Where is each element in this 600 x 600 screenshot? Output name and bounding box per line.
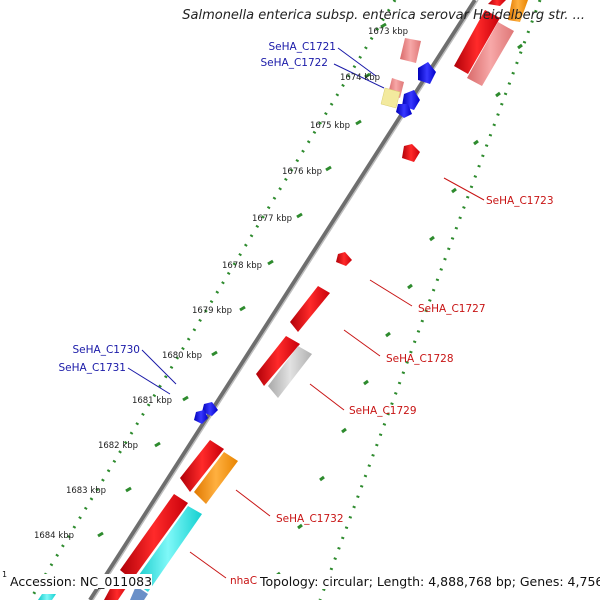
leader-lines-right (189, 177, 485, 579)
cds-nhac[interactable] (134, 506, 202, 592)
gene-label-sehac1732[interactable]: SeHA_C1732 (276, 513, 344, 525)
gene-label-sehac1722[interactable]: SeHA_C1722 (260, 57, 328, 69)
cds-yellow[interactable] (380, 87, 401, 109)
scale-label: 1684 kbp (34, 531, 74, 541)
genome-backbone (88, 0, 477, 600)
scale-label: 1673 kbp (368, 27, 408, 37)
cds-cyan-left[interactable] (38, 594, 56, 600)
gene-label-sehac1731[interactable]: SeHA_C1731 (58, 362, 126, 374)
scale-label: 1681 kbp (132, 396, 172, 406)
gene-labels-right: SeHA_C1723 SeHA_C1727 SeHA_C1728 SeHA_C1… (230, 195, 554, 587)
corner-marker: 1 (2, 570, 8, 579)
cds-red-large-3[interactable] (120, 494, 188, 580)
scale-label: 1682 kbp (98, 441, 138, 451)
cds-sehac1729[interactable] (268, 346, 312, 398)
cds-sehac1728[interactable] (290, 286, 330, 332)
cds-blue-1[interactable] (418, 62, 436, 84)
gene-label-sehac1723[interactable]: SeHA_C1723 (486, 195, 554, 207)
cds-top-red-2[interactable] (488, 0, 506, 6)
scale-label: 1679 kbp (192, 306, 232, 316)
cds-sehac1727[interactable] (336, 252, 352, 266)
scale-label: 1683 kbp (66, 486, 106, 496)
cds-sehac1732[interactable] (194, 452, 238, 504)
cds-sehac1721-pink[interactable] (400, 38, 421, 63)
scale-label: 1680 kbp (162, 351, 202, 361)
cds-red-large-1[interactable] (256, 336, 300, 386)
scale-ticks (97, 22, 387, 538)
gene-labels-left: SeHA_C1721 SeHA_C1722 SeHA_C1730 SeHA_C1… (58, 41, 336, 374)
scale-label: 1678 kbp (222, 261, 262, 271)
scale-label: 1674 kbp (340, 73, 380, 83)
cds-top-orange[interactable] (508, 0, 528, 22)
gene-label-nhac[interactable]: nhaC (230, 575, 257, 587)
cds-sehac1731[interactable] (194, 410, 208, 424)
scale-label: 1677 kbp (252, 214, 292, 224)
gene-label-sehac1721[interactable]: SeHA_C1721 (268, 41, 336, 53)
scale-label: 1675 kbp (310, 121, 350, 131)
scale-label: 1676 kbp (282, 167, 322, 177)
outer-tick-track (318, 0, 542, 600)
inner-tick-track (28, 0, 397, 600)
genome-summary-text: Topology: circular; Length: 4,888,768 bp… (260, 574, 600, 589)
gene-label-sehac1728[interactable]: SeHA_C1728 (386, 353, 454, 365)
leader-lines-left (127, 47, 385, 395)
gene-label-sehac1727[interactable]: SeHA_C1727 (418, 303, 486, 315)
scale-labels: 1673 kbp 1674 kbp 1675 kbp 1676 kbp 1677… (34, 27, 408, 541)
map-title: Salmonella enterica subsp. enterica sero… (182, 8, 585, 23)
cds-sehac1730[interactable] (202, 402, 218, 416)
cds-top-pink-1[interactable] (467, 22, 514, 86)
gene-label-sehac1729[interactable]: SeHA_C1729 (349, 405, 417, 417)
cds-red-large-2[interactable] (180, 440, 224, 492)
genome-backbone-highlight (92, 0, 479, 600)
gene-label-sehac1730[interactable]: SeHA_C1730 (72, 344, 140, 356)
cds-blue-bottom[interactable] (130, 586, 148, 600)
accession-text: Accession: NC_011083 (10, 574, 153, 589)
cds-top-red-1[interactable] (454, 10, 500, 74)
cds-blue-3[interactable] (396, 104, 412, 118)
cds-sehac1723[interactable] (402, 144, 420, 162)
